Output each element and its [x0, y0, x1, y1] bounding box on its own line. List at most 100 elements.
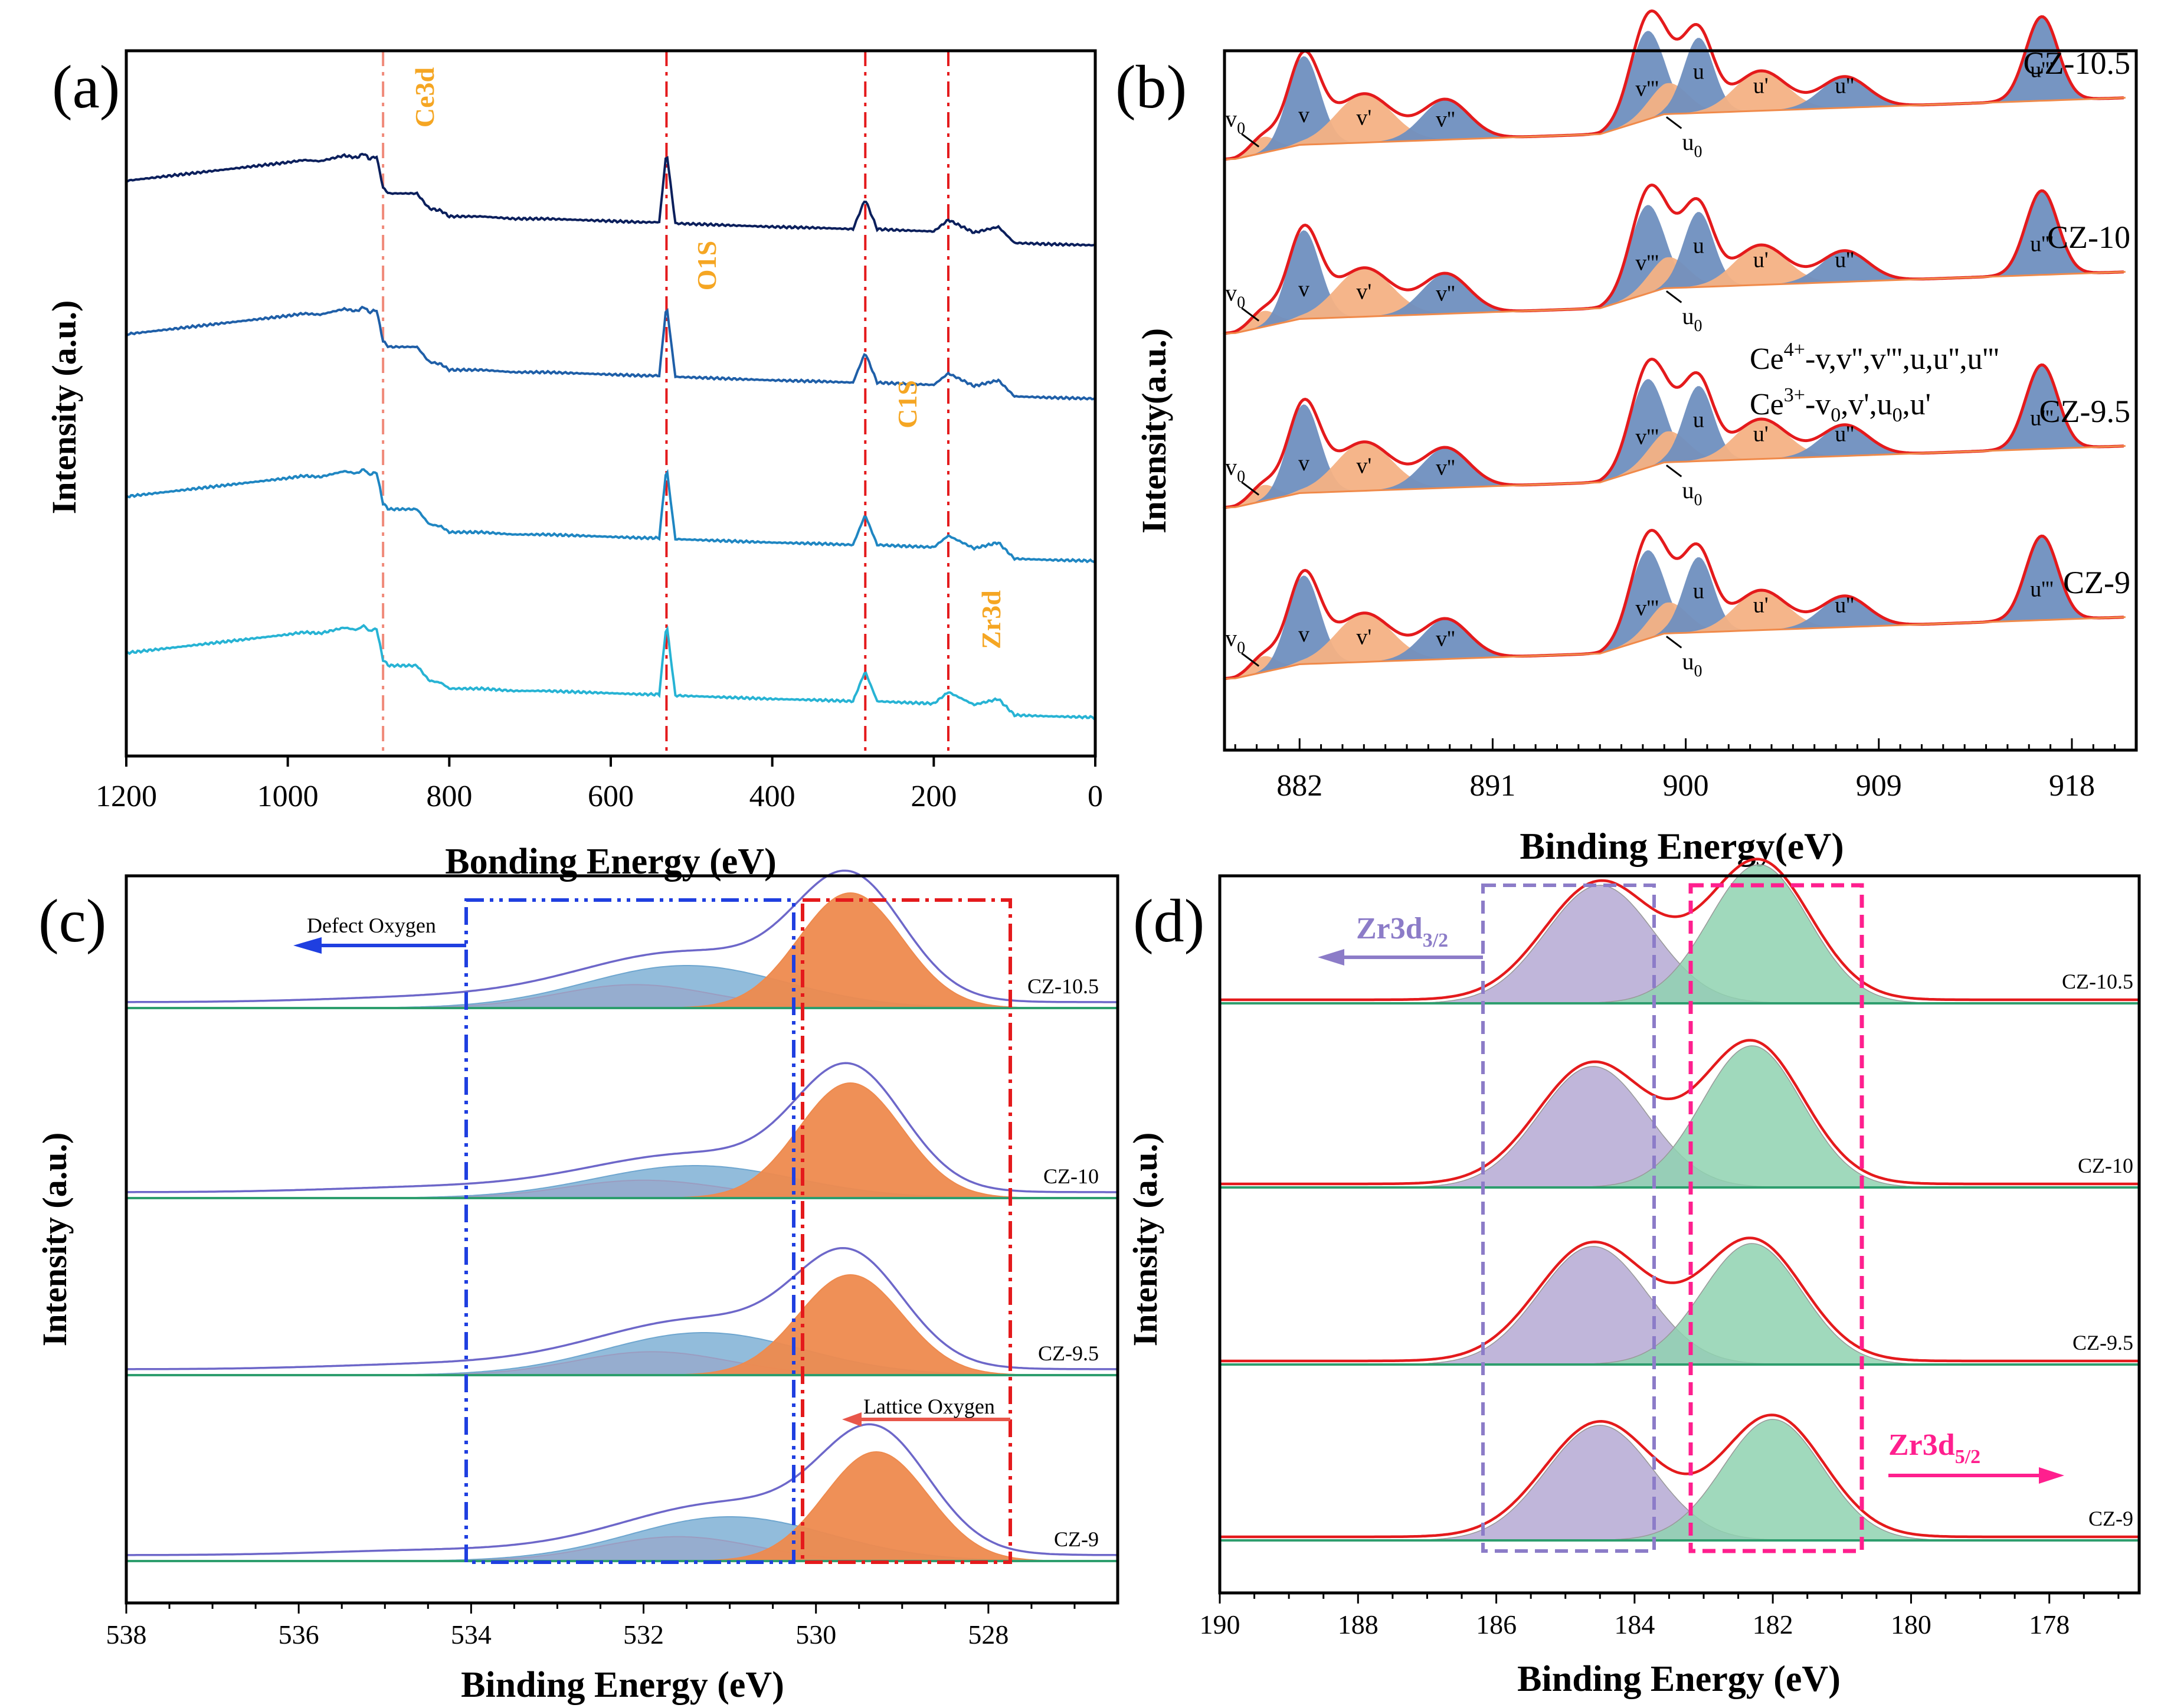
peak-v1-label: v' — [1356, 454, 1371, 479]
peak-u2-label: u'' — [1835, 593, 1854, 618]
peak-u0-pointer — [1665, 290, 1682, 303]
zr3d-envelope-cz-10.5 — [1220, 858, 2139, 1002]
ce3d-baseline — [1224, 97, 2126, 161]
x-tick-label: 186 — [1476, 1609, 1517, 1640]
sample-label-cz-9: CZ-9 — [2063, 565, 2130, 600]
ce3d-component-peak — [1218, 136, 1308, 160]
peak-v2-label: v'' — [1436, 456, 1455, 480]
ce3d-component-peak — [1363, 100, 1528, 143]
peak-u3-label: u''' — [2030, 406, 2054, 431]
peak-v1-label: v' — [1356, 106, 1371, 130]
peak-label-c1s: C1S — [892, 380, 922, 428]
peak-u2-label: u'' — [1835, 422, 1854, 447]
sample-label-cz-10: CZ-10 — [2047, 220, 2130, 255]
zr3d-component-peak — [1579, 864, 1939, 1004]
peak-v3-label: v''' — [1635, 596, 1659, 621]
panel-b-label: (b) — [1115, 53, 1187, 121]
peak-u-label: u — [1693, 407, 1704, 432]
peak-v0-label: v0 — [1225, 624, 1245, 657]
peak-u-label: u — [1693, 59, 1704, 84]
x-tick-label: 184 — [1614, 1609, 1655, 1640]
ce3-legend: Ce3+-v0,v',u0,u' — [1750, 384, 1931, 426]
ce4-legend: Ce4+-v,v'',v''',u,u'',u''' — [1750, 339, 1999, 376]
panel-a-frame — [125, 49, 1097, 758]
zr3d32-arrowhead — [1318, 949, 1344, 966]
peak-v0-subscript: 0 — [1237, 119, 1245, 138]
peak-u1-label: u' — [1753, 248, 1769, 273]
x-tick-label: 200 — [911, 780, 957, 813]
panel-d-frame — [1218, 874, 2141, 1595]
peak-v1-label: v' — [1356, 280, 1371, 305]
peak-u1-label: u' — [1753, 593, 1769, 618]
peak-u0-label: u0 — [1682, 303, 1702, 335]
panel-c-xlabel: Binding Energy (eV) — [461, 1665, 784, 1705]
x-tick-label: 882 — [1276, 769, 1322, 803]
x-tick-label: 1000 — [257, 780, 319, 813]
peak-u1-label: u' — [1753, 74, 1769, 99]
peak-v1-label: v' — [1356, 625, 1371, 650]
peak-v2-label: v'' — [1436, 282, 1455, 306]
ce3d-component-peak — [1762, 425, 1927, 459]
panel-b-ylabel: Intensity(a.u.) — [1135, 328, 1173, 534]
peak-v0-label: v0 — [1225, 105, 1245, 138]
peak-label-zr3d: Zr3d — [976, 590, 1006, 649]
panel-c-frame — [125, 874, 1119, 1605]
peak-v0-label: v0 — [1225, 453, 1245, 486]
peak-u1-label: u' — [1753, 422, 1769, 447]
survey-line-cz-9 — [126, 624, 1096, 721]
peak-u0-subscript: 0 — [1694, 317, 1702, 335]
ce3d-component-peak — [1218, 485, 1308, 508]
peak-u0-subscript: 0 — [1694, 143, 1702, 161]
peak-v0-pointer — [1241, 481, 1260, 496]
sample-label-cz-10: CZ-10 — [1043, 1164, 1099, 1188]
o1s-envelope-cz-10.5 — [126, 869, 1117, 1003]
x-tick-label: 188 — [1338, 1609, 1379, 1640]
peak-v-label: v — [1298, 103, 1309, 127]
x-tick-label: 800 — [426, 780, 472, 813]
panel-a-ylabel: Intensity (a.u.) — [45, 300, 83, 515]
x-tick-label: 182 — [1753, 1609, 1793, 1640]
zr3d-envelope-cz-9 — [1220, 1413, 2139, 1539]
x-tick-label: 190 — [1200, 1609, 1240, 1640]
defect-oxygen-label: Defect Oxygen — [307, 914, 436, 937]
ce3d-baseline — [1224, 616, 2126, 680]
peak-label-ce3d: Ce3d — [410, 67, 440, 127]
ce3d-component-peak — [1762, 251, 1927, 285]
peak-v0-pointer — [1241, 652, 1260, 667]
survey-line-cz-10.5 — [126, 152, 1096, 247]
defect-oxygen-arrowhead — [293, 937, 322, 954]
zr3d-component-peak — [1572, 1243, 1931, 1365]
o1s-component-peak — [663, 1082, 1037, 1199]
lattice-oxygen-box — [801, 898, 1012, 1564]
zr3d-component-peak — [1593, 1419, 1952, 1541]
panel-a-label: (a) — [52, 53, 120, 121]
o1s-envelope-cz-9 — [126, 1423, 1117, 1556]
peak-v-label: v — [1298, 277, 1309, 302]
peak-v3-label: v''' — [1635, 77, 1659, 102]
o1s-envelope-cz-9.5 — [126, 1246, 1117, 1370]
peak-u0-label: u0 — [1682, 129, 1702, 161]
peak-u3-label: u''' — [2030, 58, 2054, 83]
x-tick-label: 1200 — [96, 780, 157, 813]
zr3d-envelope-cz-9.5 — [1220, 1236, 2139, 1363]
sample-label-cz-10: CZ-10 — [2078, 1154, 2133, 1177]
peak-u-label: u — [1693, 233, 1704, 258]
x-tick-label: 532 — [623, 1619, 664, 1650]
zr3d-component-peak — [1572, 1045, 1931, 1188]
ce3d-component-peak — [1363, 619, 1528, 662]
panel-c-ylabel: Intensity (a.u.) — [35, 1133, 74, 1347]
zr3d32-box — [1481, 884, 1656, 1553]
panel-b-xlabel: Binding Energy(eV) — [1520, 825, 1844, 867]
panel-d-ylabel: Intensity (a.u.) — [1126, 1133, 1164, 1347]
x-tick-label: 178 — [2029, 1609, 2070, 1640]
ce3d-component-peak — [1218, 310, 1308, 334]
x-tick-label: 600 — [588, 780, 634, 813]
ce3d-baseline — [1224, 271, 2126, 335]
ce3d-baseline — [1224, 445, 2126, 509]
sample-label-cz-10.5: CZ-10.5 — [1027, 974, 1099, 998]
peak-u0-pointer — [1665, 464, 1682, 477]
defect-oxygen-box — [464, 898, 795, 1564]
survey-line-cz-9.5 — [125, 468, 1096, 564]
